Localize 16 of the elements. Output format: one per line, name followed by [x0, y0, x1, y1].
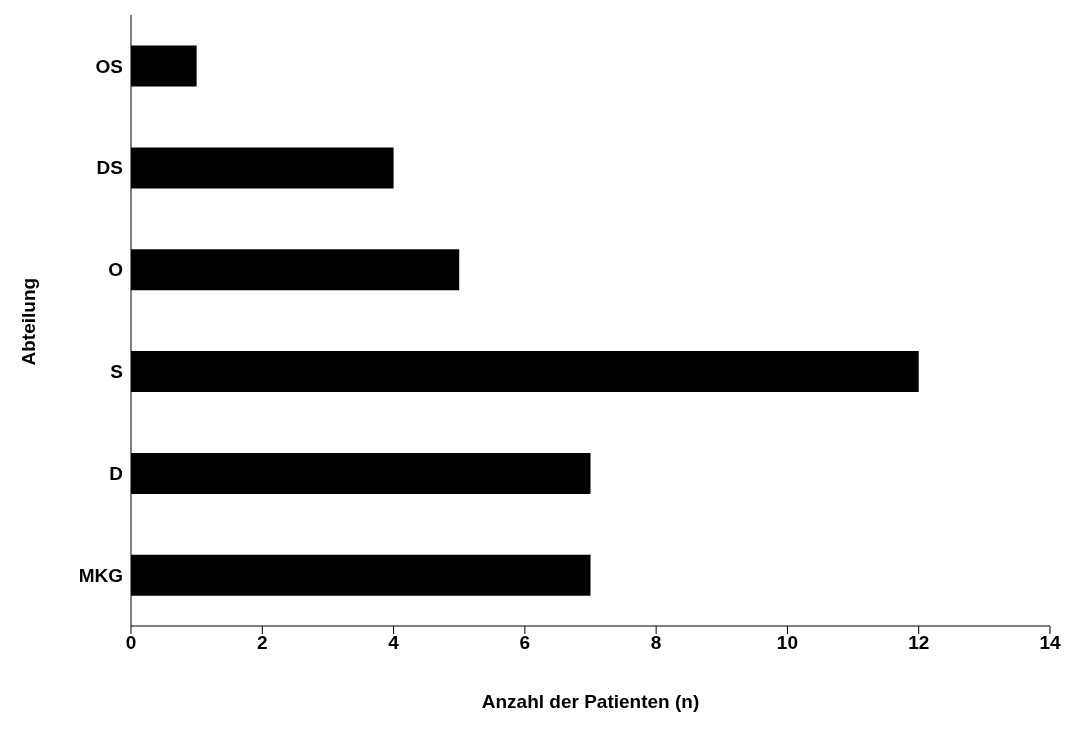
x-tick-label: 2: [257, 632, 268, 654]
x-tick-label: 14: [1039, 632, 1061, 654]
y-tick-label: DS: [96, 157, 123, 179]
y-axis-title: Abteilung: [17, 277, 39, 366]
x-tick-label: 0: [125, 632, 137, 654]
y-tick-label: O: [108, 259, 123, 281]
y-tick-label: OS: [95, 55, 123, 77]
x-axis-title: Anzahl der Patienten (n): [481, 691, 700, 712]
x-tick-label: 10: [776, 632, 798, 654]
x-tick-label: 4: [388, 632, 400, 654]
y-tick-label: D: [109, 462, 123, 484]
x-tick-label: 8: [650, 632, 662, 654]
y-tick-label: S: [110, 361, 123, 383]
x-tick-label: 12: [908, 632, 930, 654]
x-tick-label: 6: [519, 632, 531, 654]
y-tick-label: MKG: [78, 564, 123, 586]
